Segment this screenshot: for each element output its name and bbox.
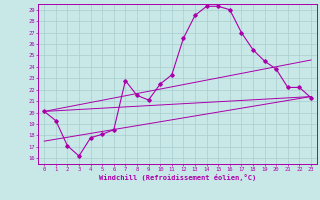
X-axis label: Windchill (Refroidissement éolien,°C): Windchill (Refroidissement éolien,°C) — [99, 174, 256, 181]
